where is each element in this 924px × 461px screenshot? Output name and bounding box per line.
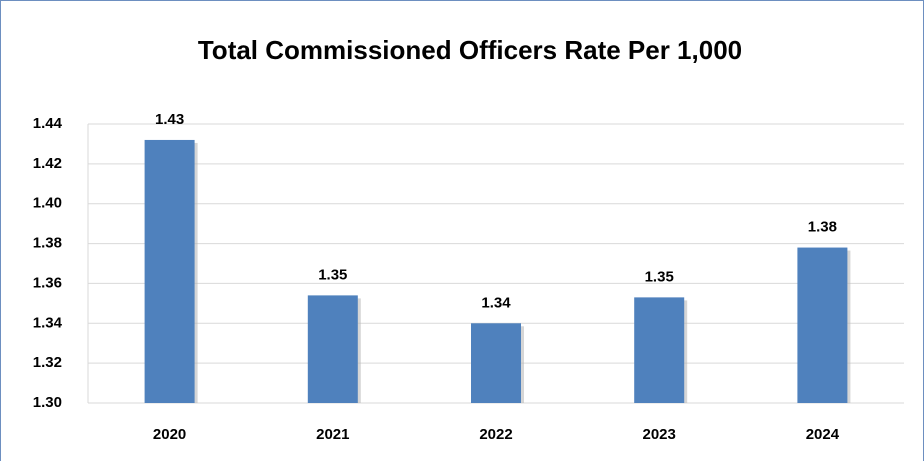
data-label: 1.38 bbox=[808, 219, 837, 236]
x-tick-label: 2024 bbox=[806, 426, 840, 443]
chart-title: Total Commissioned Officers Rate Per 1,0… bbox=[198, 35, 742, 65]
y-tick-label: 1.38 bbox=[33, 235, 62, 252]
y-tick-label: 1.34 bbox=[33, 314, 63, 331]
y-tick-label: 1.30 bbox=[33, 394, 62, 411]
x-tick-label: 2020 bbox=[153, 426, 186, 443]
y-tick-label: 1.36 bbox=[33, 274, 62, 291]
y-tick-label: 1.40 bbox=[33, 195, 62, 212]
y-tick-label: 1.32 bbox=[33, 354, 62, 371]
bar bbox=[471, 323, 521, 403]
x-tick-label: 2023 bbox=[643, 426, 676, 443]
data-label: 1.34 bbox=[481, 294, 511, 311]
y-tick-label: 1.44 bbox=[33, 115, 63, 132]
data-label: 1.35 bbox=[645, 268, 674, 285]
x-tick-label: 2022 bbox=[479, 426, 512, 443]
bar bbox=[797, 247, 848, 403]
data-label: 1.35 bbox=[318, 266, 347, 283]
bar bbox=[144, 139, 195, 403]
y-tick-label: 1.42 bbox=[33, 155, 62, 172]
data-label: 1.43 bbox=[155, 111, 184, 128]
x-tick-label: 2021 bbox=[316, 426, 349, 443]
bar bbox=[307, 295, 358, 403]
bar bbox=[634, 297, 685, 403]
